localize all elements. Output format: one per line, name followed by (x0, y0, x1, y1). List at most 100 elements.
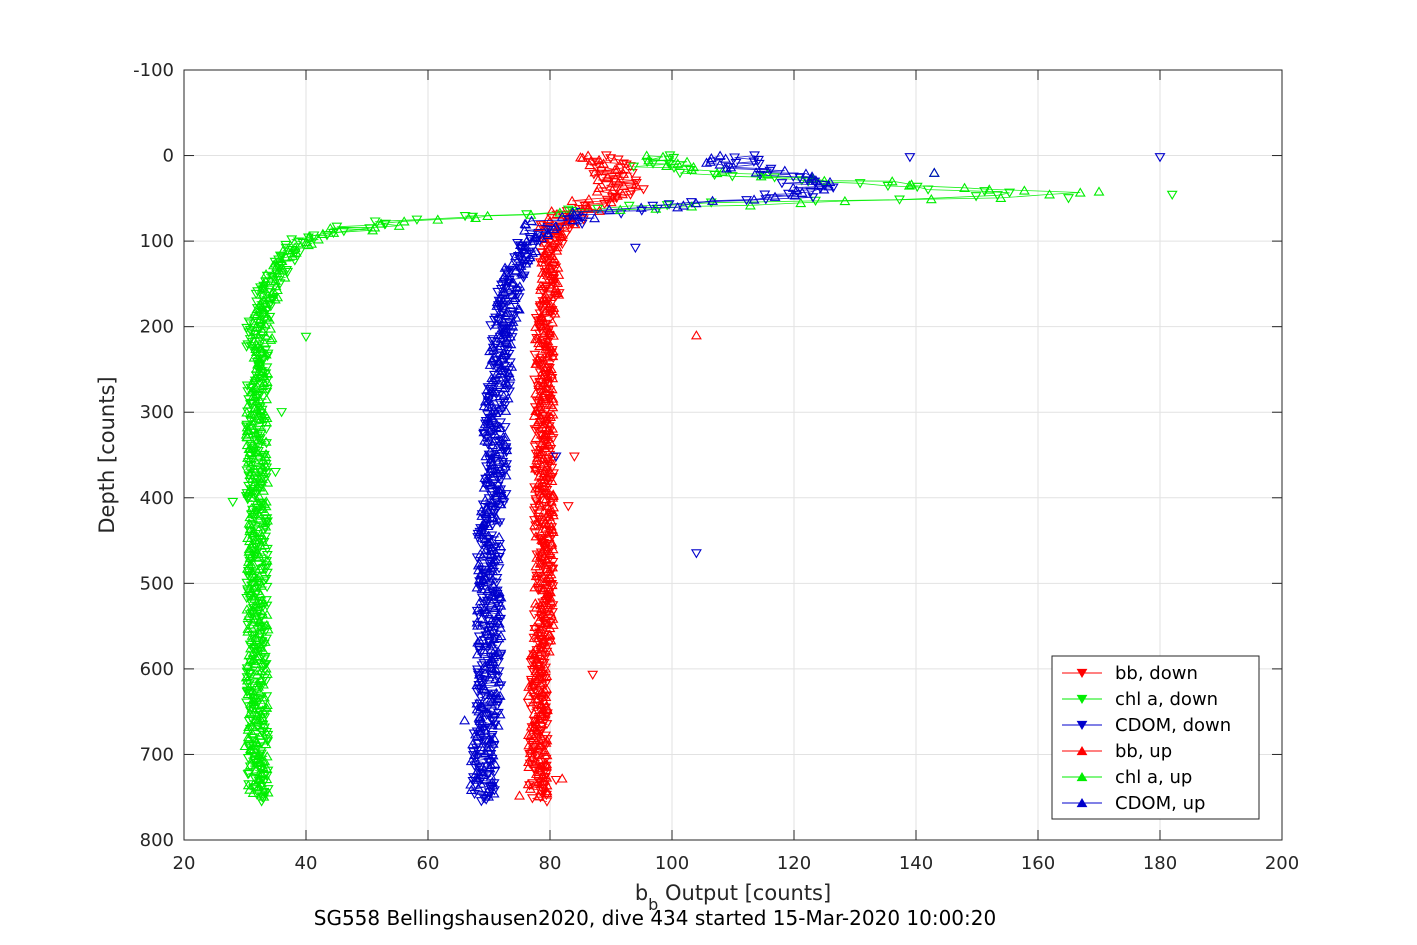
data-point (497, 326, 509, 336)
data-point (261, 609, 273, 619)
data-point (260, 524, 271, 534)
data-point (250, 427, 262, 438)
data-point (432, 214, 444, 224)
data-point (486, 719, 498, 729)
data-point (485, 500, 497, 510)
data-point (529, 333, 541, 344)
data-point (256, 530, 268, 540)
data-point (259, 319, 271, 329)
data-point (493, 355, 505, 366)
data-point (482, 436, 494, 446)
data-point (539, 541, 551, 551)
data-point (529, 529, 541, 539)
data-point (544, 215, 556, 226)
data-point (605, 154, 617, 164)
data-point (543, 364, 555, 374)
data-point (602, 171, 614, 182)
data-point (541, 720, 553, 730)
data-point (502, 393, 514, 403)
data-point (500, 307, 512, 317)
data-point (839, 195, 851, 206)
data-point (487, 374, 499, 384)
data-point (807, 193, 819, 203)
data-point (242, 623, 254, 633)
legend: bb, down chl a, down CDOM, down bb, up chl a… (1051, 655, 1260, 820)
data-point (709, 170, 721, 181)
data-point (567, 214, 579, 224)
data-point (262, 624, 274, 634)
data-point (617, 159, 629, 169)
data-point (534, 301, 546, 311)
x-axis-label: bb Output [counts] (635, 881, 831, 914)
data-point (244, 670, 256, 680)
data-point (265, 323, 277, 333)
data-point (690, 197, 702, 208)
data-point (487, 780, 499, 790)
data-point (478, 599, 490, 609)
data-point (729, 153, 741, 163)
data-point (546, 205, 558, 216)
data-point (254, 681, 266, 691)
data-point (533, 498, 545, 508)
legend-marker (1076, 745, 1088, 756)
data-point (476, 510, 488, 520)
data-point-outlier (227, 497, 239, 508)
data-point (243, 399, 254, 409)
data-point (661, 160, 673, 170)
data-point (494, 465, 506, 475)
data-point (482, 210, 494, 221)
data-point (243, 721, 255, 732)
data-point (479, 685, 491, 695)
data-point (538, 488, 550, 498)
data-point (545, 427, 557, 438)
series-cdom-up (459, 150, 940, 801)
data-point (258, 692, 270, 702)
data-point (483, 734, 495, 744)
data-point (541, 647, 553, 658)
data-point (242, 452, 253, 462)
data-point (267, 270, 279, 280)
series-bb-up (514, 150, 702, 801)
data-point (482, 628, 493, 638)
data-point (760, 195, 772, 205)
x-tick-label: 60 (417, 853, 440, 874)
data-point (529, 520, 541, 530)
data-point (517, 244, 529, 254)
data-point (540, 680, 552, 690)
data-point (537, 653, 549, 663)
data-point (497, 489, 509, 499)
data-point (482, 401, 494, 412)
data-point (487, 565, 499, 576)
data-point (411, 215, 423, 225)
data-point (544, 466, 556, 476)
data-point (547, 564, 559, 575)
data-point (591, 186, 603, 196)
data-point (492, 720, 504, 730)
data-point-outlier (556, 773, 568, 783)
data-point (549, 308, 561, 318)
data-point (472, 620, 483, 630)
data-point (247, 685, 259, 696)
data-point (800, 168, 812, 178)
data-point (494, 422, 506, 433)
data-point (472, 560, 484, 570)
data-point (258, 576, 270, 586)
data-point (701, 157, 712, 167)
data-point (482, 656, 494, 667)
data-point (711, 167, 723, 178)
data-point (539, 306, 551, 316)
data-point (529, 350, 541, 361)
data-point (471, 617, 483, 627)
data-point (528, 410, 540, 420)
data-point (537, 422, 548, 432)
data-point (528, 632, 540, 642)
data-point (481, 606, 493, 617)
data-point (501, 336, 513, 347)
legend-label: bb, down (1115, 663, 1198, 684)
data-point (479, 668, 491, 678)
data-point (546, 475, 558, 486)
data-point-outlier (575, 152, 586, 162)
data-point (474, 583, 486, 594)
data-point (796, 187, 808, 197)
data-point (661, 201, 673, 211)
